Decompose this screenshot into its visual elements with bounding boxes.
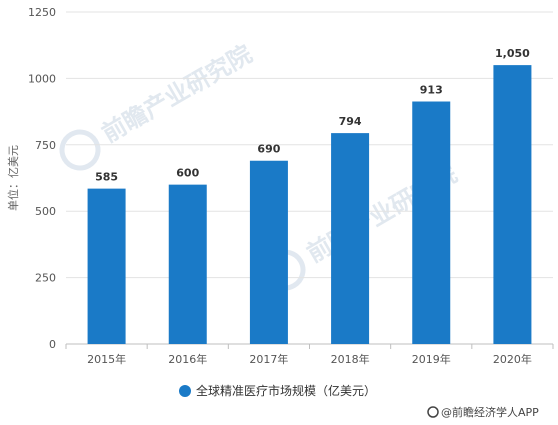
- data-label: 585: [95, 171, 118, 184]
- x-tick-label: 2016年: [168, 352, 207, 366]
- y-tick-label: 500: [35, 205, 56, 218]
- data-label: 913: [420, 84, 443, 97]
- y-tick-label: 0: [49, 338, 56, 351]
- bar[interactable]: [331, 133, 370, 344]
- x-tick-label: 2020年: [493, 352, 532, 366]
- watermark-text: 前瞻产业研究院: [97, 40, 256, 148]
- bar[interactable]: [493, 65, 532, 345]
- data-label: 600: [176, 167, 199, 180]
- legend-marker: [179, 385, 191, 397]
- legend[interactable]: 全球精准医疗市场规模（亿美元）: [179, 383, 376, 398]
- y-tick-label: 1250: [28, 6, 56, 19]
- x-tick-label: 2015年: [87, 352, 126, 366]
- qianzhan-logo-icon: [59, 129, 101, 171]
- source-text: @前瞻经济学人APP: [441, 405, 539, 419]
- legend-label: 全球精准医疗市场规模（亿美元）: [196, 383, 376, 398]
- x-tick-label: 2019年: [412, 352, 451, 366]
- data-label: 794: [339, 115, 362, 128]
- x-tick-label: 2017年: [249, 352, 288, 366]
- x-tick-label: 2018年: [331, 352, 370, 366]
- y-axis-ticks: 0 250 500 750 1000 1250: [28, 6, 56, 351]
- at-icon: [427, 406, 439, 418]
- x-axis-ticks: 2015年 2016年 2017年 2018年 2019年 2020年: [65, 344, 554, 366]
- y-tick-label: 750: [35, 139, 56, 152]
- y-tick-label: 1000: [28, 72, 56, 85]
- bars: [87, 65, 532, 345]
- data-labels: 585 600 690 794 913 1,050: [95, 47, 530, 184]
- bar[interactable]: [249, 160, 288, 344]
- watermark-top: 前瞻产业研究院: [59, 40, 257, 171]
- bar[interactable]: [87, 188, 126, 344]
- bar[interactable]: [168, 184, 207, 344]
- data-label: 690: [257, 143, 280, 156]
- y-axis-title: 单位：亿美元: [6, 145, 20, 211]
- grid-lines: [66, 11, 553, 345]
- bar[interactable]: [412, 101, 451, 344]
- y-tick-label: 250: [35, 272, 56, 285]
- source-credit: @前瞻经济学人APP: [427, 405, 539, 419]
- data-label: 1,050: [495, 47, 530, 60]
